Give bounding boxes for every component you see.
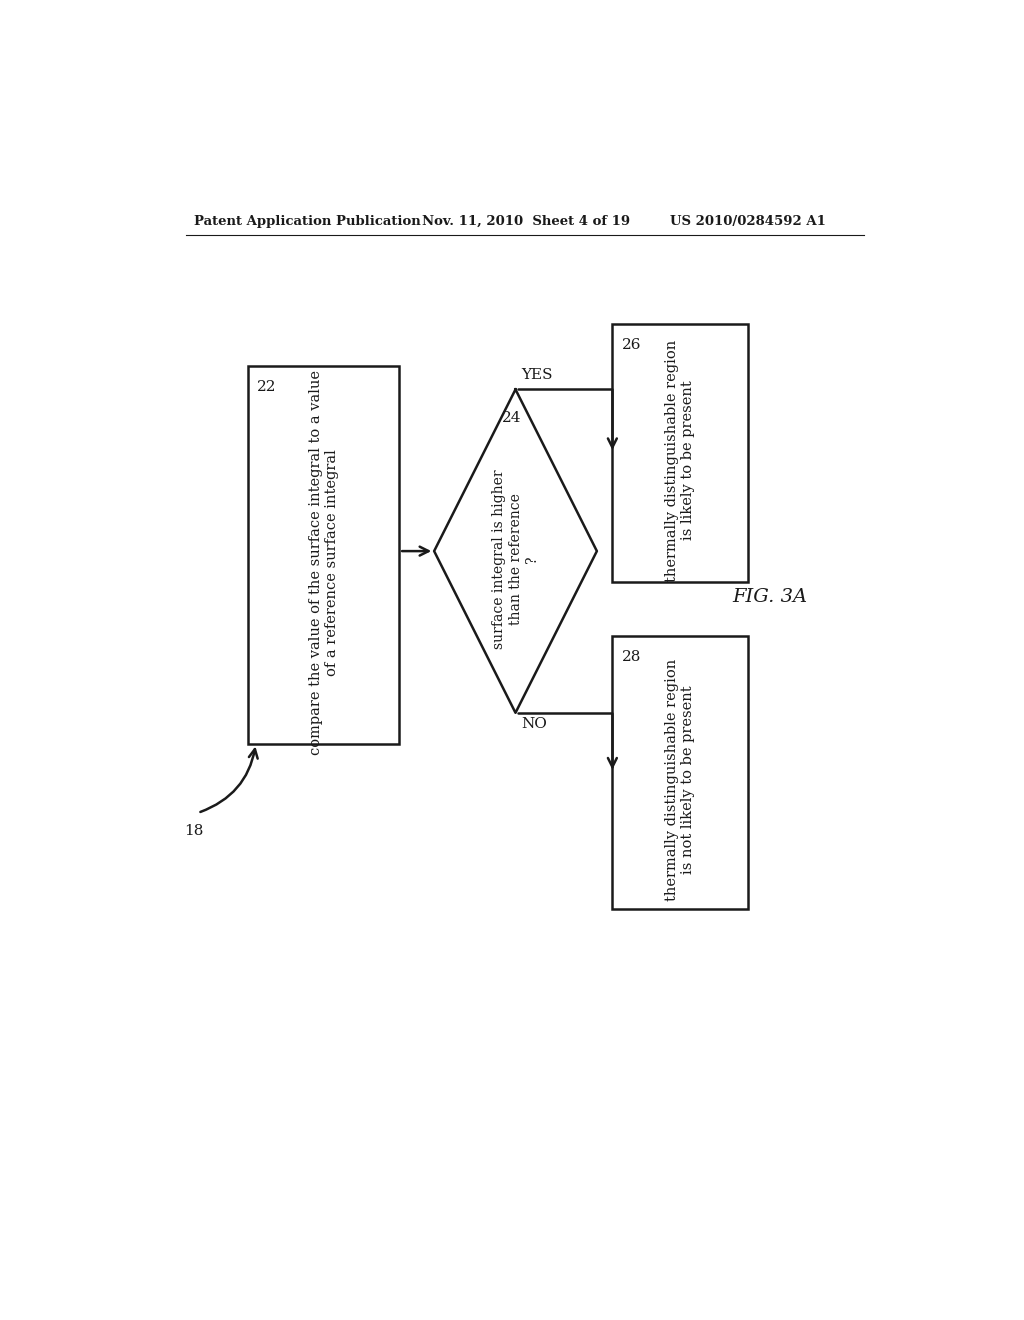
Bar [248,367,399,743]
Bar [612,636,748,909]
Text: 26: 26 [622,338,641,352]
Text: Nov. 11, 2010  Sheet 4 of 19: Nov. 11, 2010 Sheet 4 of 19 [423,215,631,228]
Text: 18: 18 [184,825,204,838]
Text: compare the value of the surface integral to a value
of a reference surface inte: compare the value of the surface integra… [308,370,339,755]
Text: NO: NO [521,717,548,731]
Text: YES: YES [521,368,553,381]
Text: thermally distinguishable region
is not likely to be present: thermally distinguishable region is not … [665,659,695,902]
Text: US 2010/0284592 A1: US 2010/0284592 A1 [671,215,826,228]
Bar [612,323,748,582]
Text: Patent Application Publication: Patent Application Publication [194,215,421,228]
Text: 22: 22 [257,380,276,395]
Text: thermally distinguishable region
is likely to be present: thermally distinguishable region is like… [665,339,695,582]
Text: surface integral is higher
than the reference
?: surface integral is higher than the refe… [493,469,539,648]
Text: 24: 24 [502,411,521,425]
Text: 28: 28 [622,649,641,664]
Text: FIG. 3A: FIG. 3A [732,589,808,606]
